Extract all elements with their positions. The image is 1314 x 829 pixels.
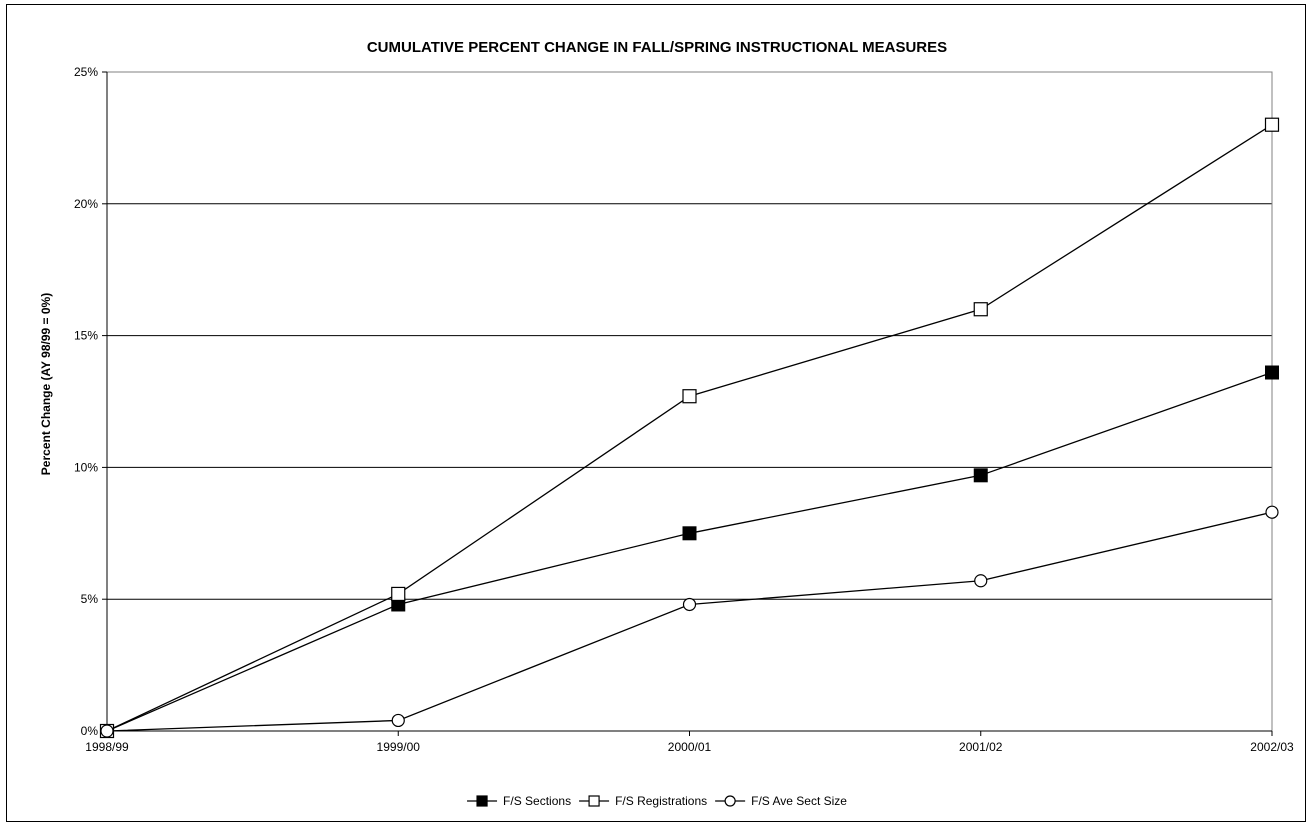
legend: F/S Sections F/S Registrations F/S Ave Sec… [467,794,847,808]
legend-marker [588,795,600,807]
data-point [973,302,988,317]
legend-item-2: F/S Ave Sect Size [715,794,847,808]
x-tick-label: 2001/02 [959,740,1003,754]
legend-label: F/S Sections [503,794,571,808]
legend-item-0: F/S Sections [467,794,571,808]
legend-label: F/S Ave Sect Size [751,794,847,808]
y-tick-label: 25% [74,65,98,79]
y-tick-label: 5% [81,592,99,606]
data-point [391,586,406,602]
x-tick-label: 1998/99 [85,740,129,754]
data-point [682,389,697,404]
data-point [974,574,988,588]
data-point [1265,505,1279,519]
series-0 [106,371,1273,732]
series-markers-2 [100,505,1279,738]
legend-label: F/S Registrations [615,794,707,808]
series-line [106,124,1273,732]
data-point [1265,365,1279,380]
y-axis-label: Percent Change (AY 98/99 = 0%) [39,293,53,475]
legend-marker [476,795,488,807]
data-point [1264,117,1280,132]
data-point [682,526,697,541]
series-layer [99,117,1280,739]
series-1 [106,124,1273,732]
data-point [973,468,988,483]
data-point [100,724,114,738]
x-tick-label: 2000/01 [668,740,712,754]
series-markers-1 [99,117,1280,739]
legend-marker [724,795,736,807]
x-tick-label: 2002/03 [1250,740,1294,754]
legend-item-1: F/S Registrations [579,794,707,808]
x-tick-label: 1999/00 [377,740,421,754]
series-line [106,371,1273,732]
series-2 [106,511,1273,732]
y-tick-label: 20% [74,197,98,211]
y-tick-label: 10% [74,460,98,474]
y-tick-label: 0% [81,724,99,738]
series-line [106,511,1273,732]
chart-title: CUMULATIVE PERCENT CHANGE IN FALL/SPRING… [367,39,947,56]
chart-frame [6,4,1306,822]
data-point [682,597,697,612]
data-point [391,713,405,728]
y-tick-label: 15% [74,329,98,343]
axes-layer: 0% 5% 10% 15% 20% 25% 1998/99 1999/00 2000/01 200… [74,65,1294,754]
